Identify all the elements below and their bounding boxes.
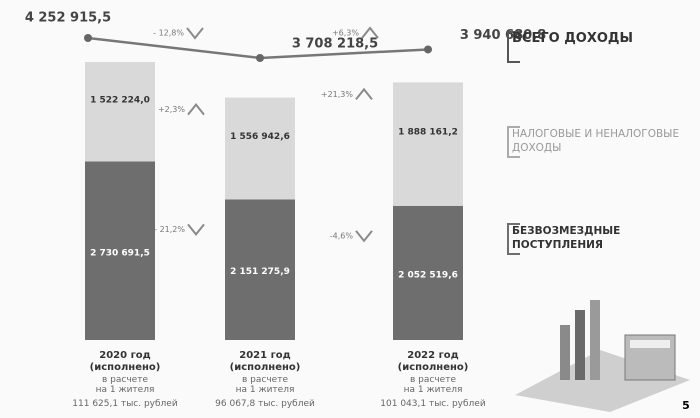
bar-segment	[85, 161, 155, 340]
per-capita-value: 101 043,1 тыс. рублей	[380, 399, 486, 409]
decor-image	[515, 300, 690, 412]
change-label: +21,3%	[321, 90, 354, 99]
per-capita-value: 96 067,8 тыс. рублей	[215, 399, 315, 409]
legend-label: ВСЕГО ДОХОДЫ	[512, 31, 633, 46]
per-capita-label: в расчете на 1 жителя	[403, 375, 463, 395]
line-point	[256, 54, 264, 62]
value-label: 2 151 275,9	[230, 267, 290, 277]
bar-segment	[85, 62, 155, 162]
line-point	[84, 34, 92, 42]
value-label: 2 730 691,5	[90, 248, 150, 258]
legend-marker	[507, 223, 520, 255]
bar-segment	[225, 97, 295, 200]
value-label: 1 522 224,0	[90, 95, 150, 105]
change-arrow	[355, 87, 373, 101]
category-label: 2020 год (исполнено)	[89, 350, 161, 373]
per-capita-label: в расчете на 1 жителя	[95, 375, 155, 395]
change-arrow	[186, 27, 204, 40]
bar-segment	[393, 205, 463, 340]
legend-label: БЕЗВОЗМЕЗДНЫЕ ПОСТУПЛЕНИЯ	[512, 225, 621, 251]
change-arrow	[187, 223, 205, 236]
line-point	[424, 45, 432, 54]
legend-marker	[507, 31, 520, 63]
change-label: -4,6%	[330, 231, 354, 240]
total-label: 4 252 915,5	[25, 11, 111, 26]
change-arrow	[355, 230, 373, 243]
bar-segment	[393, 82, 463, 206]
change-label: +2,3%	[158, 105, 185, 114]
change-label: +6,3%	[332, 29, 359, 38]
change-arrow	[361, 26, 379, 39]
legend-marker	[507, 126, 520, 158]
change-label: - 12,8%	[153, 29, 184, 38]
value-label: 1 888 161,2	[398, 128, 458, 138]
per-capita-value: 111 625,1 тыс. рублей	[72, 399, 178, 409]
category-label: 2022 год (исполнено)	[397, 350, 469, 373]
category-label: 2021 год (исполнено)	[229, 350, 301, 373]
legend-label: НАЛОГОВЫЕ И НЕНАЛОГОВЫЕ ДОХОДЫ	[512, 128, 680, 154]
per-capita-label: в расчете на 1 жителя	[235, 375, 295, 395]
bar-segment	[225, 199, 295, 340]
value-label: 1 556 942,6	[230, 132, 290, 142]
value-label: 2 052 519,6	[398, 270, 458, 280]
total-label: 3 708 218,5	[292, 37, 378, 52]
page-number: 5	[682, 399, 690, 412]
change-label: - 21,2%	[154, 225, 185, 234]
total-label: 3 940 680,8	[460, 28, 546, 43]
change-arrow	[187, 103, 205, 116]
